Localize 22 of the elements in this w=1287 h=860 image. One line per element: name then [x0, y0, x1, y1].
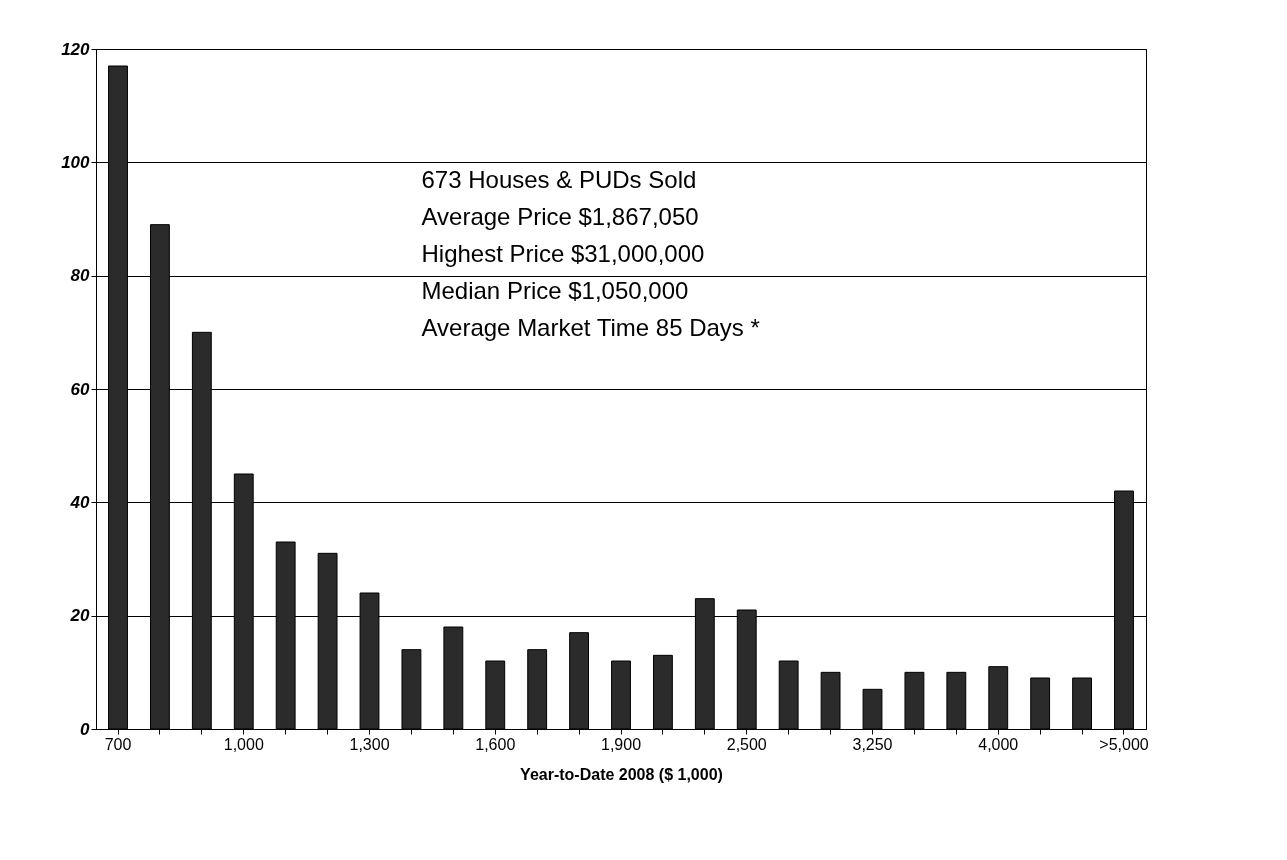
- x-tick-label: 4,000: [978, 735, 1019, 753]
- x-tick-label: 1,300: [349, 735, 390, 753]
- x-tick-label: 1,900: [600, 735, 642, 753]
- x-tick-label: 2,500: [726, 735, 767, 753]
- annotation: Average Price $1,867,050: [421, 203, 699, 230]
- annotation: Highest Price $31,000,000: [421, 240, 705, 267]
- y-tick-label: 20: [69, 606, 91, 626]
- x-axis-title: Year-to-Date 2008 ($ 1,000): [520, 765, 723, 783]
- y-tick-label: 60: [70, 379, 91, 399]
- y-tick-label: 40: [69, 492, 91, 512]
- x-tick-label: 700: [104, 735, 132, 753]
- x-tick-label: 1,000: [223, 735, 264, 753]
- annotation: Median Price $1,050,000: [421, 277, 689, 304]
- y-tick-label: 0: [80, 719, 91, 739]
- y-tick-label: 120: [61, 39, 91, 59]
- y-tick-label: 80: [70, 266, 91, 286]
- annotation: 673 Houses & PUDs Sold: [421, 166, 697, 193]
- x-tick-label: >5,000: [1099, 735, 1149, 753]
- x-tick-label: 3,250: [852, 735, 893, 753]
- y-tick-label: 100: [61, 152, 91, 172]
- x-tick-label: 1,600: [475, 735, 516, 753]
- annotation: Average Market Time 85 Days *: [421, 314, 760, 341]
